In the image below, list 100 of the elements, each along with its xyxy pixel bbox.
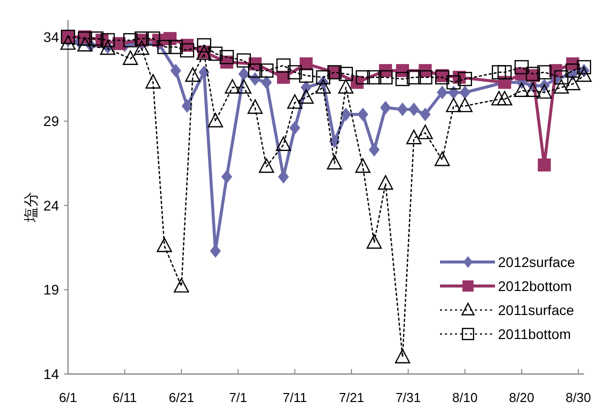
- point: [355, 158, 370, 173]
- point: [210, 244, 221, 258]
- point: [248, 99, 263, 114]
- point: [196, 38, 212, 52]
- point: [554, 79, 569, 94]
- point: [446, 98, 462, 112]
- point: [394, 348, 410, 364]
- point: [123, 33, 138, 48]
- x-tick-label: 7/11: [282, 390, 307, 405]
- point: [408, 102, 420, 116]
- point: [418, 70, 432, 84]
- legend-label: 2012surface: [498, 254, 576, 270]
- point: [340, 108, 352, 121]
- point: [236, 79, 252, 94]
- point: [185, 67, 200, 82]
- x-tick-label: 7/1: [229, 390, 248, 405]
- point: [566, 63, 580, 78]
- point: [525, 82, 541, 97]
- point: [276, 58, 291, 73]
- point: [316, 70, 330, 84]
- point: [338, 79, 354, 94]
- point: [406, 130, 422, 144]
- point: [236, 53, 251, 68]
- point: [170, 64, 182, 78]
- point: [460, 86, 470, 99]
- point: [537, 65, 552, 80]
- point: [436, 86, 448, 99]
- point: [448, 86, 459, 99]
- point: [492, 65, 506, 80]
- y-axis-title: 塩分: [23, 192, 40, 223]
- point: [316, 79, 331, 94]
- point: [287, 94, 302, 109]
- point: [288, 65, 302, 80]
- x-tick-label: 8/20: [508, 390, 534, 405]
- legend-label: 2011surface: [498, 302, 574, 318]
- point: [220, 50, 234, 64]
- point: [180, 43, 194, 58]
- point: [458, 72, 472, 86]
- point: [457, 98, 473, 112]
- x-tick-label: 6/21: [168, 390, 194, 405]
- x-tick-label: 8/10: [452, 390, 478, 405]
- point: [276, 136, 292, 151]
- point: [446, 75, 461, 90]
- x-tick-label: 6/11: [112, 390, 137, 405]
- y-tick-label: 24: [43, 197, 60, 214]
- point: [367, 70, 382, 84]
- point: [298, 89, 314, 104]
- point: [497, 90, 512, 106]
- point: [208, 112, 224, 128]
- point: [514, 82, 530, 97]
- y-tick-label: 19: [43, 282, 60, 298]
- point: [259, 63, 274, 78]
- point: [554, 70, 568, 84]
- point: [145, 74, 161, 89]
- y-tick-label: 14: [43, 366, 60, 382]
- x-tick-label: 6/1: [58, 390, 78, 405]
- point: [406, 70, 421, 84]
- point: [536, 84, 552, 99]
- point: [338, 66, 353, 82]
- point: [261, 76, 272, 89]
- point: [208, 46, 223, 61]
- x-tick-label: 7/31: [396, 390, 421, 405]
- point: [491, 90, 507, 106]
- point: [420, 108, 431, 121]
- x-tick-label: 8/30: [566, 390, 591, 405]
- point: [157, 40, 172, 54]
- point: [248, 63, 262, 78]
- point: [238, 67, 250, 80]
- x-tick-label: 7/21: [338, 390, 364, 405]
- point: [395, 72, 410, 86]
- point: [356, 70, 370, 84]
- point: [538, 158, 551, 172]
- point: [258, 158, 274, 173]
- point: [299, 68, 314, 83]
- point: [397, 102, 408, 116]
- point: [224, 79, 240, 94]
- point: [198, 66, 210, 79]
- point: [434, 152, 450, 166]
- point: [368, 143, 380, 156]
- point: [576, 67, 592, 82]
- point: [326, 154, 342, 170]
- point: [498, 65, 512, 80]
- point: [378, 70, 393, 84]
- point: [576, 60, 592, 74]
- point: [156, 238, 172, 252]
- point: [100, 33, 115, 48]
- point: [290, 121, 300, 134]
- point: [122, 50, 138, 65]
- point: [168, 40, 183, 54]
- legend-label: 2012bottom: [498, 278, 572, 294]
- point: [182, 99, 192, 112]
- y-tick-label: 29: [43, 113, 60, 130]
- point: [378, 175, 394, 190]
- point: [89, 31, 104, 46]
- point: [514, 60, 529, 74]
- point: [565, 76, 580, 90]
- point: [77, 36, 93, 52]
- point: [60, 35, 76, 50]
- point: [174, 278, 190, 293]
- point: [380, 101, 391, 114]
